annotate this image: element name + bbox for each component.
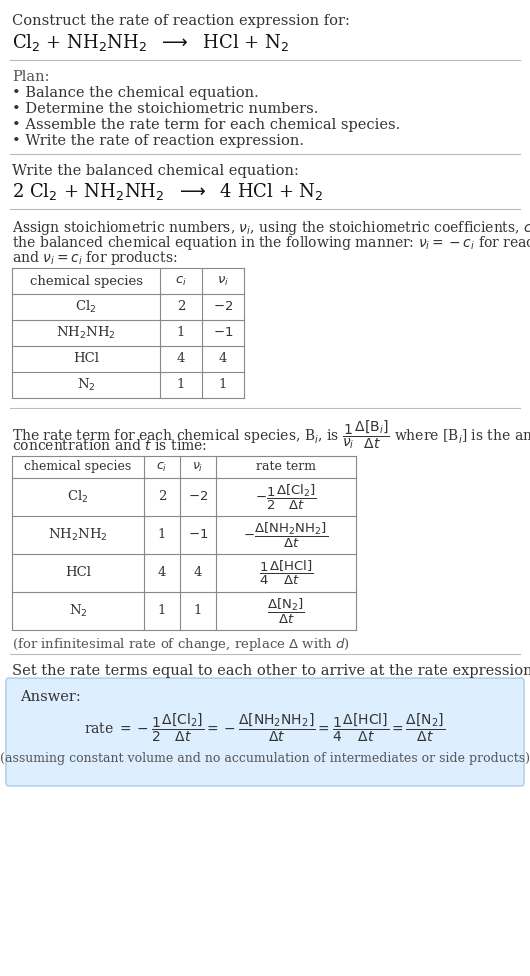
Text: $c_i$: $c_i$ <box>175 274 187 288</box>
Text: Set the rate terms equal to each other to arrive at the rate expression:: Set the rate terms equal to each other t… <box>12 664 530 678</box>
Text: (assuming constant volume and no accumulation of intermediates or side products): (assuming constant volume and no accumul… <box>0 752 530 765</box>
Text: 1: 1 <box>158 528 166 542</box>
Text: $\nu_i$: $\nu_i$ <box>217 274 229 288</box>
Text: 4: 4 <box>158 566 166 580</box>
Text: $-1$: $-1$ <box>188 528 208 542</box>
Text: $-2$: $-2$ <box>188 491 208 504</box>
Text: NH$_2$NH$_2$: NH$_2$NH$_2$ <box>48 527 108 543</box>
Text: chemical species: chemical species <box>24 461 131 473</box>
Text: 2: 2 <box>158 491 166 504</box>
Text: 4: 4 <box>177 352 185 365</box>
Text: The rate term for each chemical species, B$_i$, is $\dfrac{1}{\nu_i}\dfrac{\Delt: The rate term for each chemical species,… <box>12 418 530 451</box>
Text: $c_i$: $c_i$ <box>156 461 167 473</box>
Text: Cl$_2$ + NH$_2$NH$_2$  $\longrightarrow$  HCl + N$_2$: Cl$_2$ + NH$_2$NH$_2$ $\longrightarrow$ … <box>12 32 289 53</box>
Text: 1: 1 <box>219 379 227 391</box>
Text: Assign stoichiometric numbers, $\nu_i$, using the stoichiometric coefficients, $: Assign stoichiometric numbers, $\nu_i$, … <box>12 219 530 237</box>
Text: $\dfrac{\Delta[\mathrm{N_2}]}{\Delta t}$: $\dfrac{\Delta[\mathrm{N_2}]}{\Delta t}$ <box>267 596 305 626</box>
Text: • Write the rate of reaction expression.: • Write the rate of reaction expression. <box>12 134 304 148</box>
Text: and $\nu_i = c_i$ for products:: and $\nu_i = c_i$ for products: <box>12 249 178 267</box>
Text: Cl$_2$: Cl$_2$ <box>75 299 96 315</box>
FancyBboxPatch shape <box>6 678 524 786</box>
Text: 1: 1 <box>194 604 202 618</box>
Text: Construct the rate of reaction expression for:: Construct the rate of reaction expressio… <box>12 14 350 28</box>
Text: Write the balanced chemical equation:: Write the balanced chemical equation: <box>12 164 299 178</box>
Text: NH$_2$NH$_2$: NH$_2$NH$_2$ <box>56 325 116 341</box>
Text: rate term: rate term <box>256 461 316 473</box>
Text: $\nu_i$: $\nu_i$ <box>192 461 204 473</box>
Text: HCl: HCl <box>73 352 99 365</box>
Text: Plan:: Plan: <box>12 70 49 84</box>
Text: 2 Cl$_2$ + NH$_2$NH$_2$  $\longrightarrow$  4 HCl + N$_2$: 2 Cl$_2$ + NH$_2$NH$_2$ $\longrightarrow… <box>12 181 323 202</box>
Text: (for infinitesimal rate of change, replace $\Delta$ with $d$): (for infinitesimal rate of change, repla… <box>12 636 350 653</box>
Text: the balanced chemical equation in the following manner: $\nu_i = -c_i$ for react: the balanced chemical equation in the fo… <box>12 234 530 252</box>
Text: Answer:: Answer: <box>20 690 81 704</box>
Text: $-2$: $-2$ <box>213 301 233 313</box>
Text: $-1$: $-1$ <box>213 327 233 340</box>
Text: N$_2$: N$_2$ <box>69 603 87 619</box>
Text: • Balance the chemical equation.: • Balance the chemical equation. <box>12 86 259 100</box>
Text: 4: 4 <box>194 566 202 580</box>
Text: • Determine the stoichiometric numbers.: • Determine the stoichiometric numbers. <box>12 102 319 116</box>
Text: HCl: HCl <box>65 566 91 580</box>
Text: concentration and $t$ is time:: concentration and $t$ is time: <box>12 438 207 453</box>
Text: Cl$_2$: Cl$_2$ <box>67 489 89 505</box>
Text: 1: 1 <box>177 327 185 340</box>
Text: 1: 1 <box>158 604 166 618</box>
Text: rate $= -\dfrac{1}{2}\dfrac{\Delta[\mathrm{Cl_2}]}{\Delta t}$$ = -\dfrac{\Delta[: rate $= -\dfrac{1}{2}\dfrac{\Delta[\math… <box>84 712 446 745</box>
Text: 1: 1 <box>177 379 185 391</box>
Text: 4: 4 <box>219 352 227 365</box>
Text: • Assemble the rate term for each chemical species.: • Assemble the rate term for each chemic… <box>12 118 400 132</box>
Text: $\dfrac{1}{4}\dfrac{\Delta[\mathrm{HCl}]}{\Delta t}$: $\dfrac{1}{4}\dfrac{\Delta[\mathrm{HCl}]… <box>259 559 313 587</box>
Text: N$_2$: N$_2$ <box>77 377 95 393</box>
Text: chemical species: chemical species <box>30 274 143 288</box>
Text: 2: 2 <box>177 301 185 313</box>
Text: $-\dfrac{1}{2}\dfrac{\Delta[\mathrm{Cl}_2]}{\Delta t}$: $-\dfrac{1}{2}\dfrac{\Delta[\mathrm{Cl}_… <box>255 482 317 511</box>
Text: $-\dfrac{\Delta[\mathrm{NH_2NH_2}]}{\Delta t}$: $-\dfrac{\Delta[\mathrm{NH_2NH_2}]}{\Del… <box>243 520 329 549</box>
